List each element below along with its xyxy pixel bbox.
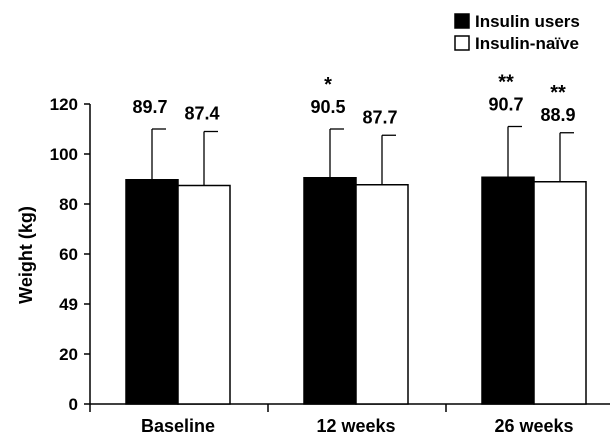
legend-open-square <box>454 35 470 51</box>
bar <box>355 184 409 405</box>
y-tick-label: 80 <box>59 195 78 214</box>
y-axis: 0 20 49 60 80 100 120 <box>50 95 91 414</box>
significance-marker: * <box>324 74 332 96</box>
y-tick-label: 120 <box>50 95 78 114</box>
legend-entry-label: Insulin users <box>475 12 580 31</box>
y-tick-label: 60 <box>59 245 78 264</box>
data-label: 89.7 <box>132 97 167 117</box>
data-label: 90.7 <box>488 95 523 115</box>
bar <box>125 179 179 405</box>
y-tick-label: 20 <box>59 345 78 364</box>
data-label: 87.4 <box>184 104 219 124</box>
data-label: 88.9 <box>540 105 575 125</box>
x-tick-label: 26 weeks <box>494 416 573 436</box>
bars <box>125 125 587 405</box>
data-label: 90.5 <box>310 97 345 117</box>
bar <box>303 177 357 405</box>
significance-marker: ** <box>550 82 566 104</box>
y-tick-label: 0 <box>69 395 78 414</box>
bar <box>177 184 231 405</box>
significance-marker: ** <box>498 72 514 94</box>
legend-entry-label: Insulin-naïve <box>475 34 579 53</box>
data-labels: 89.7 87.4 90.5*87.790.7**88.9** <box>132 72 575 128</box>
x-axis: Baseline 12 weeks 26 weeks <box>89 403 610 436</box>
y-tick-label: 49 <box>59 295 78 314</box>
y-axis-title: Weight (kg) <box>16 206 36 304</box>
bar <box>481 176 535 405</box>
x-tick-label: Baseline <box>141 416 215 436</box>
y-tick-label: 100 <box>50 145 78 164</box>
legend-filled-square <box>454 13 470 29</box>
x-tick-label: 12 weeks <box>316 416 395 436</box>
legend: Insulin users Insulin-naïve <box>454 12 580 53</box>
data-label: 87.7 <box>362 107 397 127</box>
bar <box>533 181 587 405</box>
